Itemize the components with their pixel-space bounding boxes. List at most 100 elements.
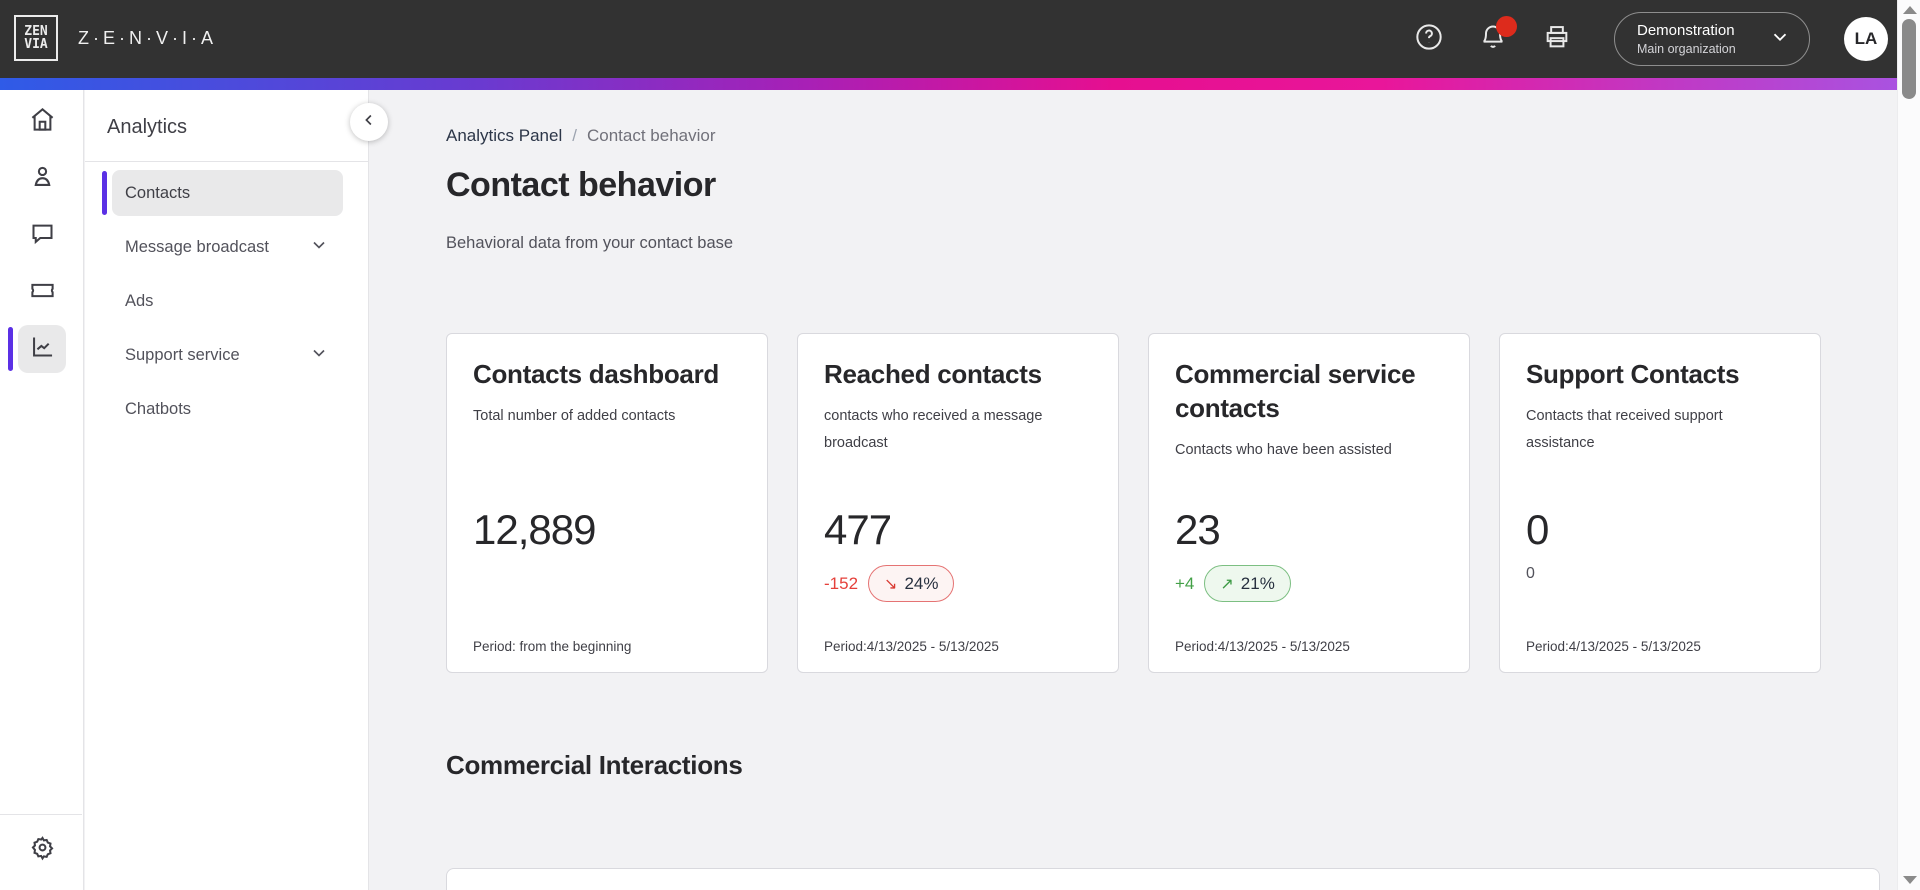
card-reached-contacts: Reached contacts contacts who received a… bbox=[797, 333, 1119, 673]
card-period: Period:4/13/2025 - 5/13/2025 bbox=[824, 639, 999, 654]
rail-item-conversations[interactable] bbox=[18, 212, 66, 260]
card-commercial-service-contacts: Commercial service contacts Contacts who… bbox=[1148, 333, 1470, 673]
home-icon bbox=[29, 106, 56, 138]
scrollbar-up-arrow[interactable] bbox=[1903, 6, 1917, 14]
breadcrumb-analytics-panel[interactable]: Analytics Panel bbox=[446, 126, 563, 145]
delta-value: -152 bbox=[824, 573, 859, 593]
sidebar-item-label: Message broadcast bbox=[125, 237, 269, 256]
notification-badge bbox=[1496, 16, 1517, 37]
card-delta-row: +4 ↗ 21% bbox=[1175, 565, 1291, 602]
card-period: Period: from the beginning bbox=[473, 639, 632, 654]
settings-icon bbox=[29, 834, 56, 866]
card-period: Period:4/13/2025 - 5/13/2025 bbox=[1526, 639, 1701, 654]
breadcrumb: Analytics Panel / Contact behavior bbox=[446, 126, 716, 146]
rail-item-settings[interactable] bbox=[18, 826, 66, 874]
card-value: 0 bbox=[1526, 506, 1549, 553]
notifications-button[interactable] bbox=[1478, 16, 1517, 56]
sidebar-title: Analytics bbox=[107, 116, 188, 138]
sidebar-item-label: Support service bbox=[125, 345, 240, 364]
card-subtitle: Total number of added contacts bbox=[473, 407, 676, 424]
sidebar-collapse-button[interactable] bbox=[350, 103, 388, 141]
sidebar-item-label: Contacts bbox=[125, 183, 191, 202]
trend-up-icon: ↗ bbox=[1220, 575, 1234, 593]
card-value: 477 bbox=[824, 506, 892, 553]
conversations-icon bbox=[29, 220, 56, 252]
logo-mark-top: ZEN bbox=[24, 24, 48, 39]
sidebar-menu: Contacts Message broadcast Ads Support s… bbox=[85, 170, 368, 432]
section-title-commercial-interactions: Commercial Interactions bbox=[446, 750, 743, 780]
breadcrumb-separator: / bbox=[572, 126, 577, 145]
scrollbar-down-arrow[interactable] bbox=[1903, 876, 1917, 884]
card-subtitle: Contacts that received support assistanc… bbox=[1526, 407, 1723, 452]
analytics-sidebar: Analytics Contacts Message broadcast Ads… bbox=[85, 90, 369, 890]
rail-item-contacts[interactable] bbox=[18, 155, 66, 203]
trend-badge: ↗ 21% bbox=[1204, 565, 1291, 602]
contacts-icon bbox=[29, 163, 56, 195]
avatar-initials: LA bbox=[1854, 29, 1878, 48]
sidebar-item-message-broadcast[interactable]: Message broadcast bbox=[112, 224, 343, 270]
card-period: Period:4/13/2025 - 5/13/2025 bbox=[1175, 639, 1350, 654]
help-icon bbox=[1415, 23, 1443, 56]
analytics-icon bbox=[29, 333, 56, 365]
topbar-actions: Demonstration Main organization LA bbox=[1414, 0, 1888, 78]
card-value: 12,889 bbox=[473, 506, 596, 553]
rail-item-analytics[interactable] bbox=[18, 325, 66, 373]
bell-icon bbox=[1479, 23, 1507, 56]
top-bar: ZEN VIA Z·E·N·V·I·A Demonstration Main o… bbox=[0, 0, 1920, 78]
organization-switcher[interactable]: Demonstration Main organization bbox=[1614, 12, 1810, 66]
commercial-interactions-card bbox=[446, 868, 1880, 890]
logo-mark-bottom: VIA bbox=[24, 37, 48, 52]
breadcrumb-current: Contact behavior bbox=[586, 126, 716, 145]
card-title: Commercial service contacts bbox=[1175, 359, 1416, 423]
trend-percent: 21% bbox=[1240, 573, 1275, 593]
sidebar-item-label: Ads bbox=[125, 291, 154, 310]
sidebar-item-contacts[interactable]: Contacts bbox=[102, 170, 343, 216]
ticket-icon bbox=[29, 277, 56, 309]
chevron-down-icon bbox=[1769, 26, 1791, 53]
sidebar-item-chatbots[interactable]: Chatbots bbox=[112, 386, 343, 432]
zenvia-wordmark: Z·E·N·V·I·A bbox=[78, 27, 217, 48]
sidebar-divider bbox=[85, 161, 368, 162]
card-delta-row: 0 bbox=[1526, 565, 1535, 583]
delta-value: +4 bbox=[1175, 573, 1195, 593]
organization-sub: Main organization bbox=[1637, 42, 1736, 56]
organization-info: Demonstration Main organization bbox=[1637, 22, 1736, 56]
chevron-down-icon bbox=[309, 235, 329, 260]
page-title: Contact behavior bbox=[446, 166, 716, 204]
card-support-contacts: Support Contacts Contacts that received … bbox=[1499, 333, 1821, 673]
printer-icon bbox=[1543, 23, 1571, 56]
page-scrollbar bbox=[1897, 0, 1920, 890]
card-title: Contacts dashboard bbox=[473, 359, 719, 389]
card-value: 23 bbox=[1175, 506, 1221, 553]
main-content: Analytics Panel / Contact behavior Conta… bbox=[370, 90, 1920, 890]
zenvia-logo-icon: ZEN VIA bbox=[14, 15, 58, 61]
trend-badge: ↘ 24% bbox=[868, 565, 955, 602]
card-subtitle: contacts who received a message broadcas… bbox=[824, 407, 1043, 452]
card-subtitle: Contacts who have been assisted bbox=[1175, 441, 1392, 458]
user-avatar[interactable]: LA bbox=[1844, 17, 1888, 61]
rail-active-indicator bbox=[8, 327, 13, 371]
scrollbar-thumb[interactable] bbox=[1902, 19, 1916, 99]
zenvia-logo[interactable]: ZEN VIA Z·E·N·V·I·A bbox=[14, 15, 217, 61]
rail-item-home[interactable] bbox=[18, 98, 66, 146]
help-button[interactable] bbox=[1414, 23, 1444, 56]
sidebar-item-support-service[interactable]: Support service bbox=[112, 332, 343, 378]
delta-value: 0 bbox=[1526, 565, 1535, 582]
kpi-cards-row: Contacts dashboard Total number of added… bbox=[446, 333, 1821, 673]
sidebar-item-ads[interactable]: Ads bbox=[112, 278, 343, 324]
sidebar-item-label: Chatbots bbox=[125, 399, 192, 418]
card-title: Support Contacts bbox=[1526, 359, 1740, 389]
trend-percent: 24% bbox=[904, 573, 939, 593]
brand-gradient-bar bbox=[0, 78, 1920, 90]
organization-name: Demonstration bbox=[1637, 22, 1735, 39]
chevron-down-icon bbox=[309, 343, 329, 368]
card-delta-row: -152 ↘ 24% bbox=[824, 565, 955, 602]
card-contacts-dashboard: Contacts dashboard Total number of added… bbox=[446, 333, 768, 673]
chevron-left-icon bbox=[360, 111, 378, 134]
print-button[interactable] bbox=[1542, 24, 1572, 54]
page-subtitle: Behavioral data from your contact base bbox=[446, 234, 734, 252]
rail-divider bbox=[0, 814, 82, 815]
rail-item-tickets[interactable] bbox=[18, 269, 66, 317]
icon-rail bbox=[0, 90, 84, 890]
trend-down-icon: ↘ bbox=[884, 575, 898, 593]
